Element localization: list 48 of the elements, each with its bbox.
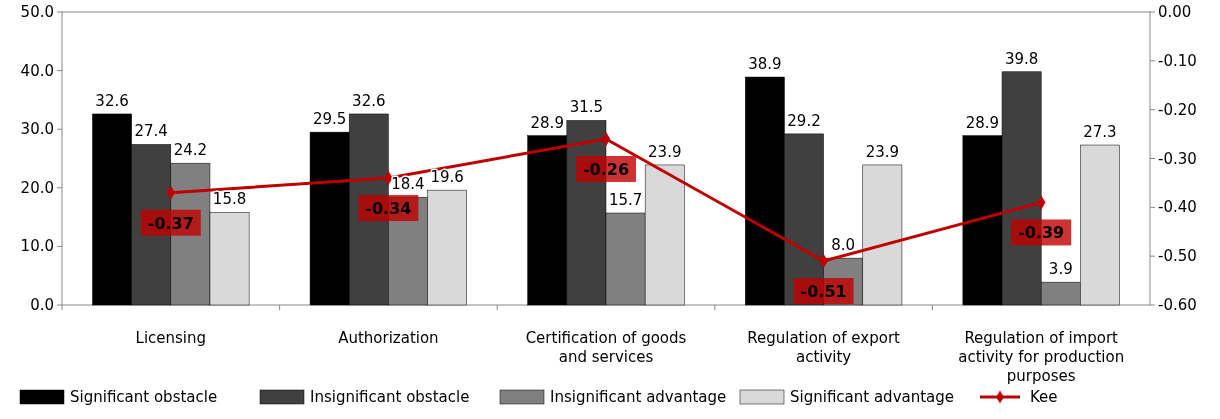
data-label: 29.2 <box>787 111 821 130</box>
data-label: 31.5 <box>569 98 604 117</box>
y-tick-label: 30.0 <box>20 120 54 139</box>
data-label: 23.9 <box>865 142 900 161</box>
data-label: 27.4 <box>134 122 168 141</box>
legend-label: Insignificant obstacle <box>310 388 470 406</box>
x-tick-label: Licensing <box>135 329 207 347</box>
data-label: -0.51 <box>800 282 847 302</box>
data-label: 15.8 <box>212 190 247 209</box>
data-label: 28.9 <box>530 113 564 132</box>
y2-tick-label: -0.10 <box>1158 51 1197 70</box>
data-label: -0.39 <box>1018 223 1065 243</box>
legend-label: Significant obstacle <box>70 388 218 406</box>
data-label: -0.34 <box>365 199 412 219</box>
data-label: -0.26 <box>582 159 630 179</box>
data-label: 38.9 <box>748 55 782 74</box>
y-tick-label: 10.0 <box>20 237 54 256</box>
y-tick-label: 40.0 <box>20 61 54 80</box>
data-label: 15.7 <box>608 191 643 209</box>
y-tick-label: 0.0 <box>30 296 54 314</box>
data-label: 18.4 <box>391 175 425 194</box>
legend-label: Kee <box>1030 388 1058 406</box>
y2-tick-label: -0.60 <box>1158 296 1197 314</box>
data-label: 3.9 <box>1048 260 1073 279</box>
data-label: 8.0 <box>831 236 856 255</box>
data-label: 28.9 <box>965 113 1000 132</box>
data-label: 32.6 <box>95 91 129 110</box>
y2-tick-label: 0.00 <box>1158 3 1192 21</box>
y2-tick-label: -0.40 <box>1158 198 1197 217</box>
data-label: 19.6 <box>430 168 464 187</box>
y2-tick-label: -0.30 <box>1158 149 1197 168</box>
data-label: 27.3 <box>1083 123 1117 142</box>
x-tick-label: Authorization <box>338 329 439 347</box>
y-tick-label: 20.0 <box>20 178 54 197</box>
legend-label: Significant advantage <box>790 388 955 406</box>
x-tick-label: Certification of goods and services <box>525 329 687 366</box>
data-label: -0.37 <box>147 213 194 233</box>
data-label: 39.8 <box>1004 49 1039 68</box>
data-label: 23.9 <box>648 142 682 161</box>
data-label: 29.5 <box>312 110 347 129</box>
legend-label: Insignificant advantage <box>550 388 727 406</box>
y2-tick-label: -0.20 <box>1158 100 1197 119</box>
y-tick-label: 50.0 <box>20 3 54 21</box>
y2-tick-label: -0.50 <box>1158 247 1197 266</box>
data-label: 24.2 <box>173 141 208 160</box>
data-label: 32.6 <box>352 91 386 110</box>
x-tick-label: Regulation of import activity for production purposes <box>958 329 1125 385</box>
x-tick-label: Regulation of export activity <box>747 329 901 366</box>
